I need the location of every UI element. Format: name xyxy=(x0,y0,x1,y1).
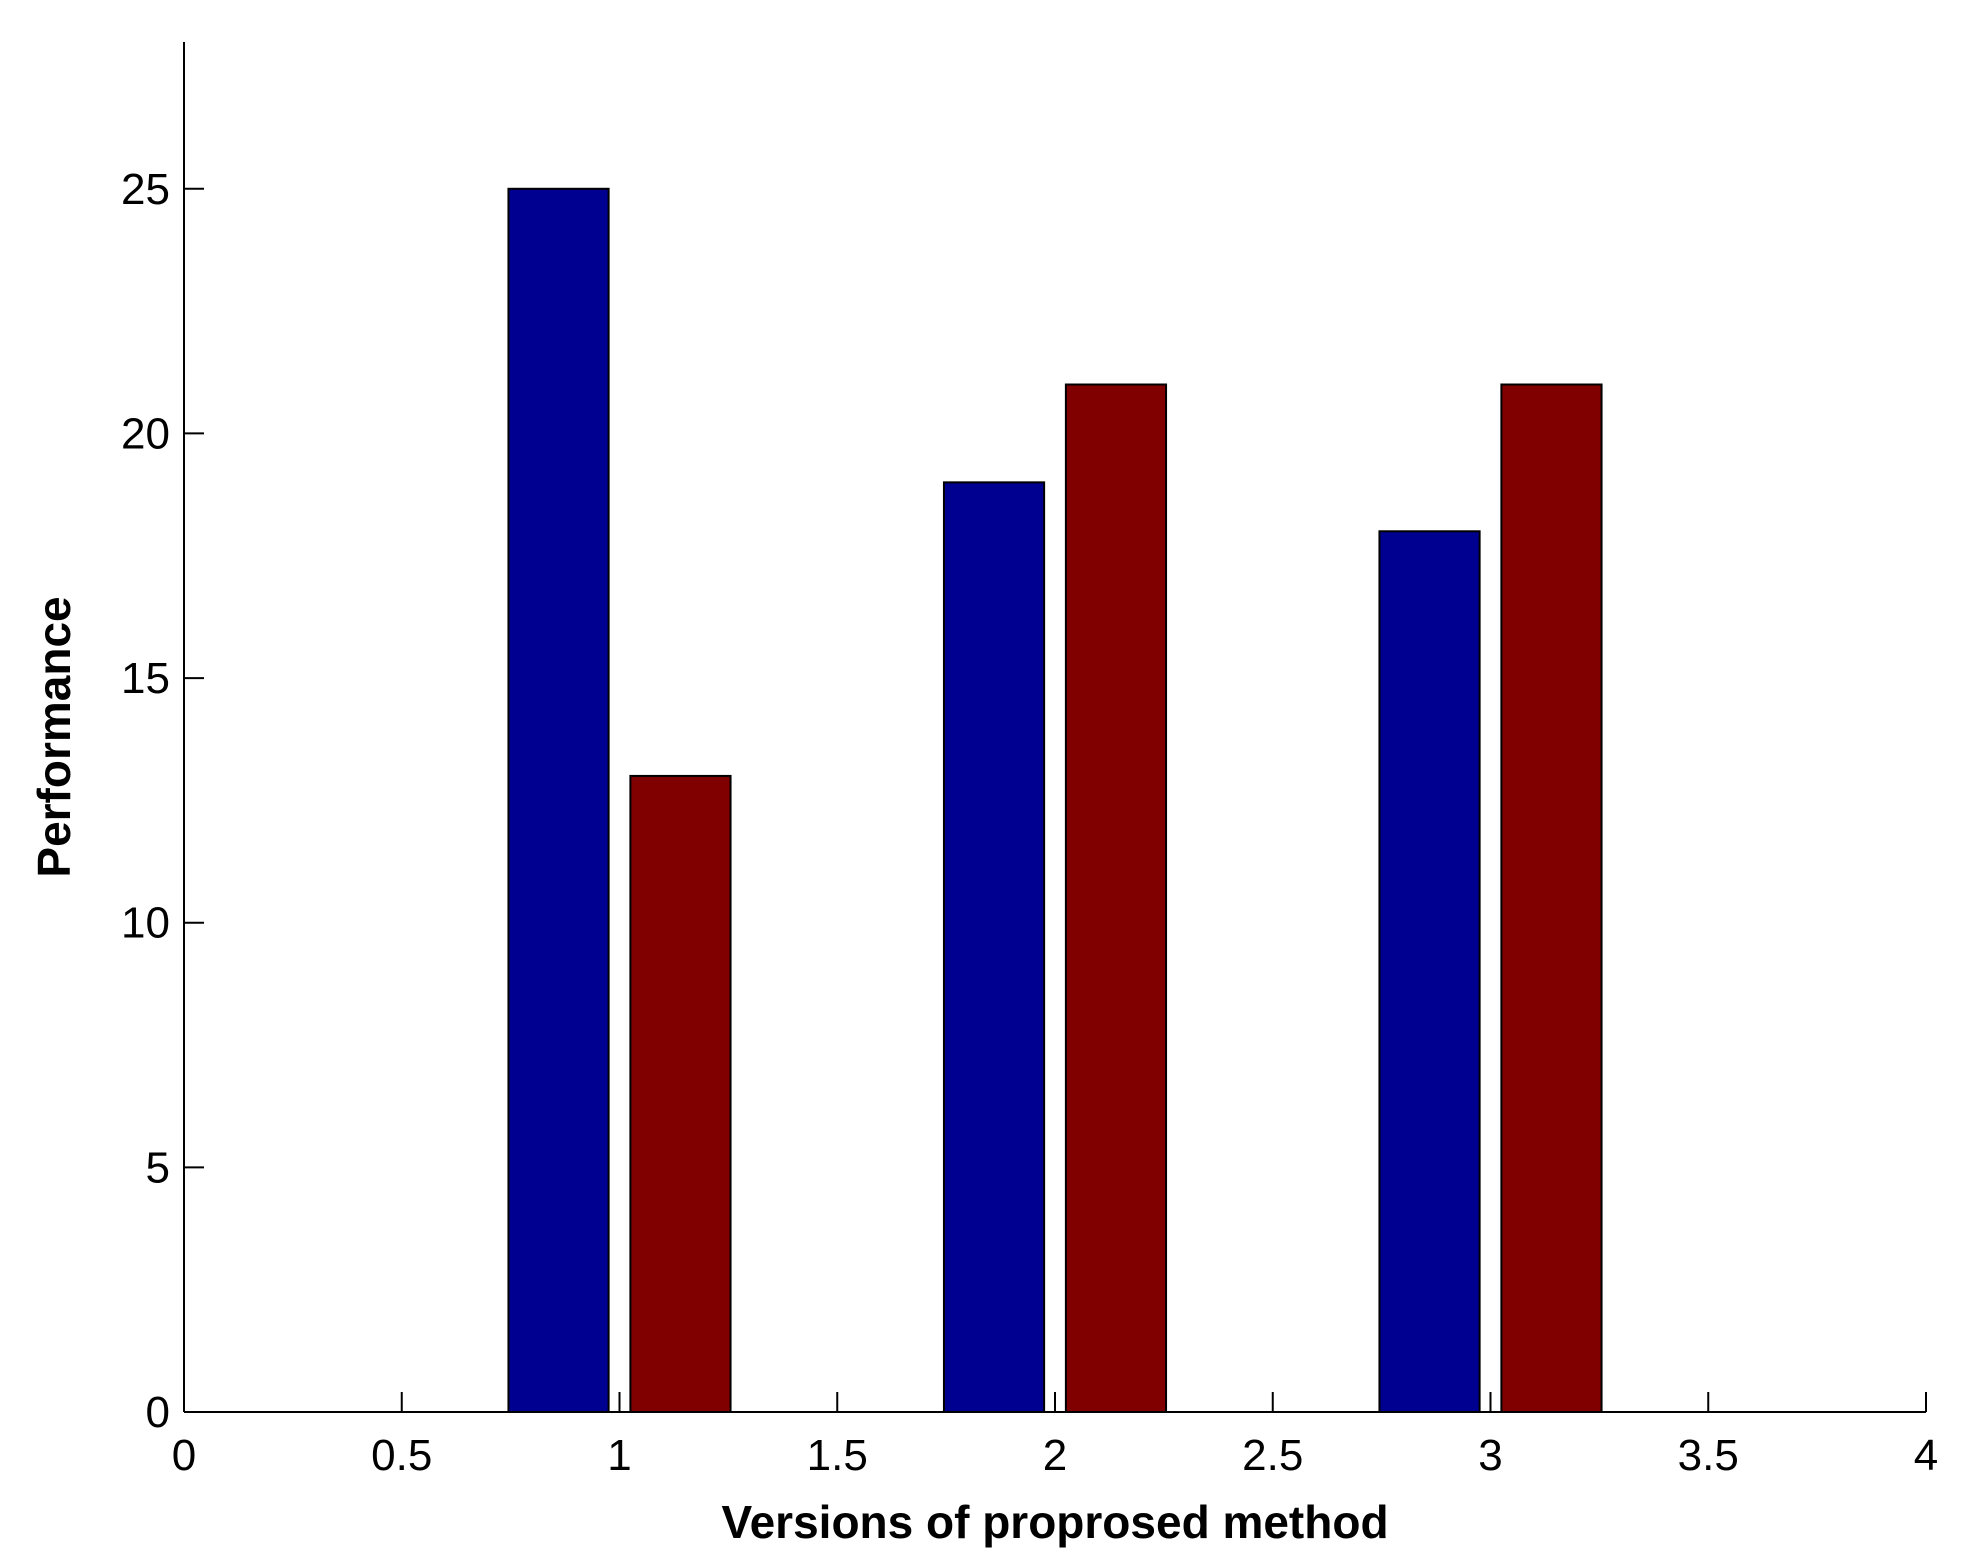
bar-series2-1 xyxy=(629,774,732,1413)
y-tick-label: 5 xyxy=(146,1143,170,1192)
bar-series2-3 xyxy=(1500,383,1603,1413)
x-tick-label: 2 xyxy=(1043,1431,1067,1480)
y-tick-label: 15 xyxy=(121,654,170,703)
bar-series1-1 xyxy=(507,187,610,1413)
bar-series1-2 xyxy=(942,481,1046,1414)
y-axis-title: Performance xyxy=(28,596,80,877)
axes-layer xyxy=(183,42,1926,1413)
x-tick-label: 2.5 xyxy=(1242,1431,1303,1480)
y-tick-label: 20 xyxy=(121,409,170,458)
bar-series2-2 xyxy=(1064,383,1168,1413)
x-tick-label: 0.5 xyxy=(371,1431,432,1480)
x-tick-label: 3.5 xyxy=(1678,1431,1739,1480)
y-ticks: 0 5 10 15 20 25 xyxy=(121,165,204,1437)
x-tick-label: 1.5 xyxy=(807,1431,868,1480)
x-tick-label: 3 xyxy=(1478,1431,1502,1480)
x-tick-label: 0 xyxy=(172,1431,196,1480)
x-tick-label: 1 xyxy=(607,1431,631,1480)
y-tick-label: 10 xyxy=(121,899,170,948)
bars-layer xyxy=(507,187,1603,1414)
x-tick-label: 4 xyxy=(1914,1431,1938,1480)
x-ticks: 0 0.5 1 1.5 2 2.5 3 3.5 4 xyxy=(172,1392,1938,1480)
y-tick-label: 0 xyxy=(146,1388,170,1437)
x-axis-title: Versions of proprosed method xyxy=(721,1496,1388,1548)
y-tick-label: 25 xyxy=(121,165,170,214)
bar-series1-3 xyxy=(1378,530,1481,1413)
